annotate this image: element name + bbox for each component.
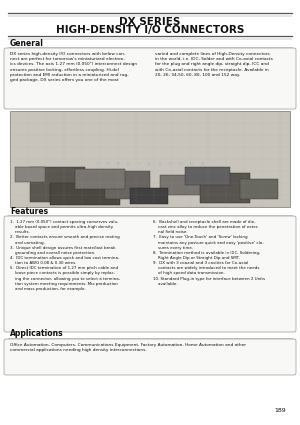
FancyBboxPatch shape: [4, 48, 296, 109]
Text: Office Automation, Computers, Communications Equipment, Factory Automation, Home: Office Automation, Computers, Communicat…: [10, 343, 246, 352]
Bar: [75, 169, 125, 189]
Text: DX series high-density I/O connectors with below con-
nect are perfect for tomor: DX series high-density I/O connectors wi…: [10, 52, 137, 82]
Bar: [10, 111, 290, 207]
Bar: [130, 188, 168, 204]
Text: Features: Features: [10, 207, 48, 215]
Bar: [200, 173, 250, 203]
Text: varied and complete lines of High-Density connectors
in the world, i.e. IDC, Sol: varied and complete lines of High-Densit…: [155, 52, 273, 77]
Text: 6.  Backshell and receptacle shell are made of die-
    cast zinc alloy to reduc: 6. Backshell and receptacle shell are ma…: [153, 220, 265, 286]
Text: э    л    е    к    т    р    о    н    н    ы    й: э л е к т р о н н ы й: [96, 161, 204, 166]
FancyBboxPatch shape: [4, 339, 296, 375]
FancyBboxPatch shape: [4, 216, 296, 332]
Bar: [15, 167, 45, 182]
Bar: [160, 175, 225, 195]
Text: DX SERIES: DX SERIES: [119, 17, 181, 27]
Bar: [30, 167, 85, 202]
Text: 189: 189: [274, 408, 286, 413]
Text: Applications: Applications: [10, 329, 64, 338]
Bar: [185, 167, 230, 185]
Text: 1.  1.27 mm (0.050") contact spacing conserves valu-
    able board space and pe: 1. 1.27 mm (0.050") contact spacing cons…: [10, 220, 120, 291]
Text: General: General: [10, 39, 44, 48]
Bar: [240, 179, 278, 199]
Bar: [50, 183, 120, 205]
Text: HIGH-DENSITY I/O CONNECTORS: HIGH-DENSITY I/O CONNECTORS: [56, 25, 244, 35]
Bar: [105, 171, 150, 199]
